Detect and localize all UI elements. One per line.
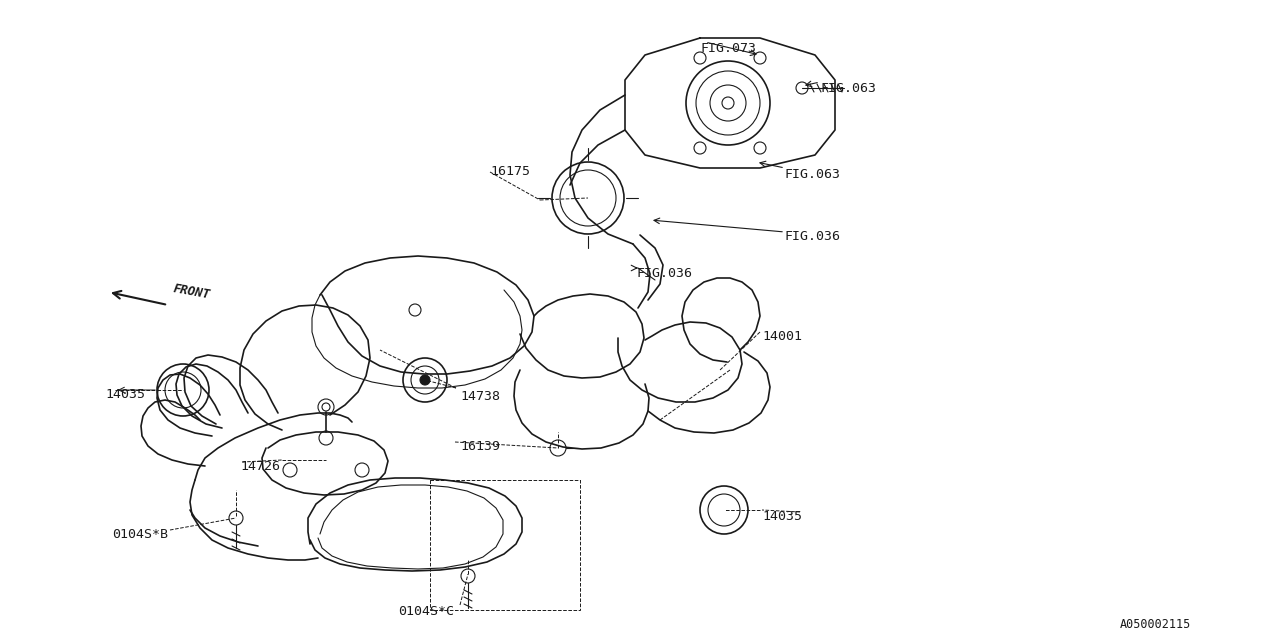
Text: FRONT: FRONT (172, 282, 211, 301)
Text: 14035: 14035 (762, 510, 803, 523)
Text: FIG.036: FIG.036 (636, 267, 692, 280)
Text: 16175: 16175 (490, 165, 530, 178)
Text: FIG.073: FIG.073 (700, 42, 756, 55)
Text: 14726: 14726 (241, 460, 280, 473)
Text: FIG.063: FIG.063 (820, 82, 876, 95)
Text: 14035: 14035 (105, 388, 145, 401)
Text: A050002115: A050002115 (1120, 618, 1192, 631)
Text: 14738: 14738 (460, 390, 500, 403)
Text: 0104S*C: 0104S*C (398, 605, 454, 618)
Text: 0104S*B: 0104S*B (113, 528, 168, 541)
Text: FIG.036: FIG.036 (785, 230, 841, 243)
Text: 14001: 14001 (762, 330, 803, 343)
Text: 16139: 16139 (460, 440, 500, 453)
Text: FIG.063: FIG.063 (785, 168, 841, 181)
Circle shape (420, 375, 430, 385)
Bar (430, 480, 580, 610)
